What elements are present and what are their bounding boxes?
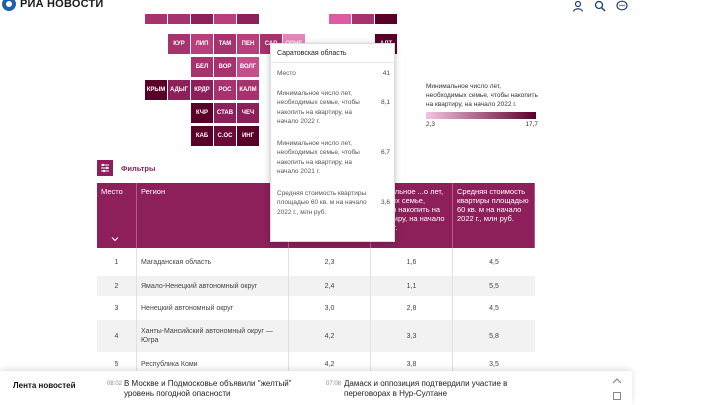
cell-price: 5,5 (489, 282, 499, 290)
map-tile[interactable]: ВОР (214, 57, 236, 77)
logo-icon (2, 0, 16, 11)
search-icon[interactable] (594, 0, 606, 12)
cell-place: 1 (97, 248, 137, 276)
cell-region: Ханты-Мансийский автономный округ — Югра (137, 320, 289, 352)
map-tile[interactable]: КЧР (191, 103, 213, 123)
legend-max: 17,7 (525, 121, 538, 128)
header-icons (572, 0, 628, 12)
cell-price: 3,5 (489, 360, 499, 368)
map-tile[interactable]: КАЛМ (237, 80, 259, 100)
tooltip-row: Место 41 (271, 63, 394, 79)
cell-price: 5,8 (489, 332, 499, 340)
map-tile[interactable]: АДЫГ (168, 80, 190, 100)
header-price[interactable]: Средняя стоимость квартиры площадью 60 к… (453, 183, 535, 248)
region-tooltip: Саратовская область Место 41 Минимальное… (270, 43, 395, 242)
cell-years-2022: 4,2 (289, 320, 371, 352)
tooltip-row-label: Место (277, 70, 296, 77)
map-tile[interactable]: С.ОС (214, 126, 236, 146)
tooltip-row: Минимальное число лет, необходимых семье… (271, 127, 394, 177)
news-feed-title[interactable]: Лента новостей (13, 381, 76, 390)
tooltip-title: Саратовская область (271, 44, 394, 63)
table-row: 1 Магаданская область 2,3 1,6 4,5 (97, 248, 535, 276)
table-row: 2 Ямало-Ненецкий автономный округ 2,4 1,1 5,… (97, 276, 535, 296)
tooltip-row: Минимальное число лет, необходимых семье… (271, 79, 394, 127)
news-item[interactable]: В Москве и Подмосковье объявили "желтый"… (124, 379, 292, 398)
news-time: 08:02 (107, 381, 123, 387)
map-tile[interactable]: ПЕН (237, 34, 259, 54)
map-tile[interactable]: ЧЕЧ (237, 103, 259, 123)
tooltip-row-value: 41 (382, 70, 390, 77)
tooltip-row-label: Минимальное число лет, необходимых семье… (277, 139, 360, 176)
sort-chevron-icon[interactable] (111, 235, 119, 243)
news-time: 07:08 (326, 381, 342, 387)
cell-years-2022: 4,2 (289, 352, 371, 376)
legend-title: Минимальное число лет, необходимых семье… (426, 83, 538, 108)
filter-sliders-icon (97, 160, 113, 176)
page-margin (632, 0, 720, 405)
map-tile[interactable]: РОС (214, 80, 236, 100)
map-tile[interactable]: БЕЛ (191, 57, 213, 77)
cell-years-2021: 3,3 (371, 320, 453, 352)
cell-place: 2 (97, 276, 137, 296)
map-tile[interactable]: КАБ (191, 126, 213, 146)
user-icon[interactable] (572, 0, 584, 12)
header-place[interactable]: Место (97, 183, 137, 248)
header-region[interactable]: Регион (137, 183, 289, 248)
cell-years-2021: 3,8 (371, 352, 453, 376)
map-tile[interactable]: КРДР (191, 80, 213, 100)
cell-place: 3 (97, 296, 137, 320)
news-item[interactable]: Дамаск и оппозиция подтвердили участие в… (344, 379, 508, 398)
table-row: 4 Ханты-Мансийский автономный округ — Югр… (97, 320, 535, 352)
legend-min: 2,3 (426, 121, 436, 128)
collapse-icon[interactable] (613, 392, 621, 400)
tooltip-row-value: 6,7 (380, 148, 390, 156)
cell-price: 4,5 (489, 258, 499, 266)
logo-text: РИА НОВОСТИ (20, 0, 104, 10)
tooltip-row-value: 8,1 (380, 98, 390, 106)
cell-years-2021: 1,1 (371, 276, 453, 296)
map-tile[interactable]: КРЫМ (145, 80, 167, 100)
tooltip-row: Средняя стоимость квартиры площадью 60 к… (271, 177, 394, 218)
cell-region: Магаданская область (137, 248, 289, 276)
legend-gradient (426, 112, 536, 119)
map-tile[interactable]: ВОЛГ (237, 57, 259, 77)
map-legend: Минимальное число лет, необходимых семье… (426, 82, 538, 128)
map-tile[interactable]: ТАМ (214, 34, 236, 54)
cell-region: Ненецкий автономный округ (137, 296, 289, 320)
cell-price: 4,5 (489, 304, 499, 312)
filters-label: Фильтры (121, 163, 156, 173)
cell-years-2022: 2,4 (289, 276, 371, 296)
tooltip-row-value: 3,6 (380, 198, 390, 206)
cell-years-2021: 1,6 (371, 248, 453, 276)
chevron-up-icon[interactable] (612, 377, 622, 385)
cell-region: Республика Коми (137, 352, 289, 376)
cell-place: 5 (97, 352, 137, 376)
legend-scale: 2,3 17,7 (426, 121, 538, 128)
cell-years-2022: 2,3 (289, 248, 371, 276)
site-logo[interactable]: РИА НОВОСТИ (2, 0, 103, 11)
map-tile[interactable]: КУР (168, 34, 190, 54)
tooltip-row-label: Минимальное число лет, необходимых семье… (277, 89, 360, 126)
table-row: 3 Ненецкий автономный округ 3,0 2,8 4,5 (97, 296, 535, 320)
cell-years-2021: 2,8 (371, 296, 453, 320)
tooltip-row-label: Средняя стоимость квартиры площадью 60 к… (277, 189, 367, 216)
map-tile[interactable]: ИНГ (237, 126, 259, 146)
map-tile[interactable]: ЛИП (191, 34, 213, 54)
filters-toggle[interactable]: Фильтры (97, 160, 155, 176)
map-tile[interactable]: СТАВ (214, 103, 236, 123)
cell-years-2022: 3,0 (289, 296, 371, 320)
news-feed-bar: Лента новостей 08:02 В Москве и Подмоско… (0, 371, 632, 405)
site-header: РИА НОВОСТИ (0, 0, 632, 14)
cell-region: Ямало-Ненецкий автономный округ (137, 276, 289, 296)
cell-place: 4 (97, 320, 137, 352)
chat-icon[interactable] (616, 0, 628, 12)
